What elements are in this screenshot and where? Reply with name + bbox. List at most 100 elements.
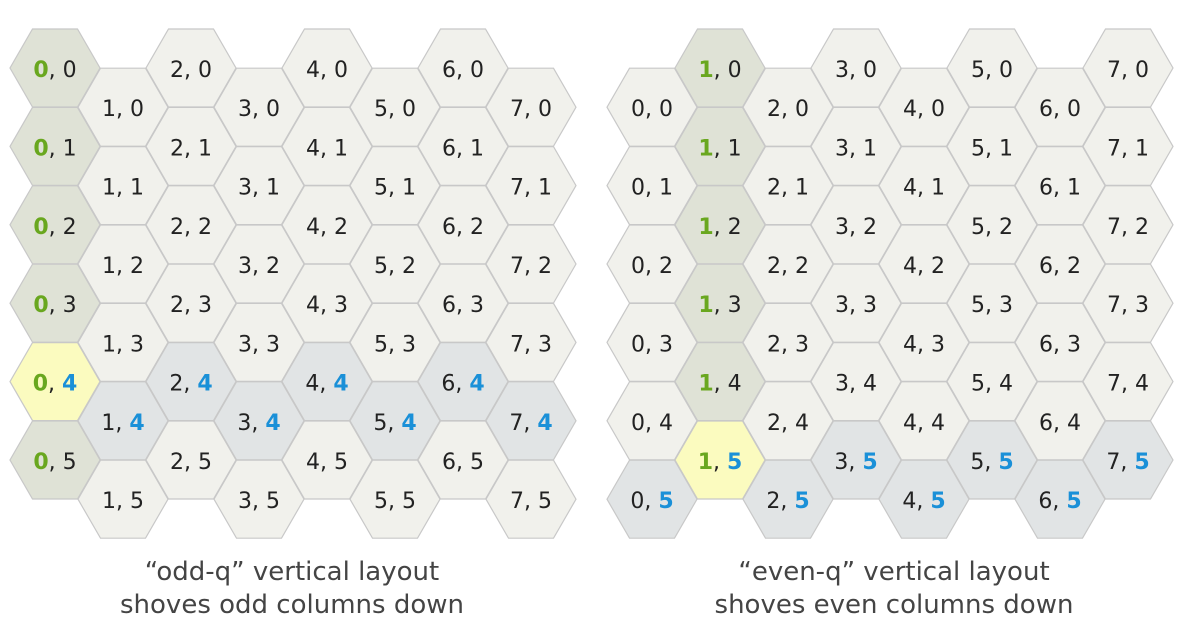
- even-q-grid: 0, 00, 10, 20, 30, 40, 51, 01, 11, 21, 3…: [606, 28, 1174, 539]
- hex-col-coord: 4: [306, 58, 320, 83]
- hex-separator: ,: [1053, 97, 1067, 122]
- hex-row-coord: 2: [863, 215, 877, 240]
- hex-cell-label: 0, 0: [631, 97, 673, 122]
- hex-row-coord: 0: [863, 58, 877, 83]
- hex-row-coord: 5: [402, 489, 416, 514]
- hex-cell-label: 5, 5: [374, 489, 416, 514]
- hex-col-coord: 5: [971, 58, 985, 83]
- hex-separator: ,: [49, 136, 63, 161]
- hex-row-coord: 4: [62, 372, 77, 397]
- hex-separator: ,: [184, 215, 198, 240]
- hex-cell-label: 2, 5: [766, 489, 809, 514]
- hex-row-coord: 2: [63, 215, 77, 240]
- hex-cell: [485, 459, 577, 539]
- hex-col-coord: 7: [510, 254, 524, 279]
- hex-cell-label: 1, 2: [698, 215, 741, 240]
- hex-cell-label: 3, 5: [834, 450, 877, 475]
- hex-cell-label: 1, 3: [102, 332, 144, 357]
- hex-col-coord: 6: [1039, 254, 1053, 279]
- odd-q-caption-line1: “odd-q” vertical layout: [144, 557, 440, 587]
- hex-row-coord: 5: [63, 450, 77, 475]
- hex-row-coord: 0: [334, 58, 348, 83]
- hex-separator: ,: [49, 215, 63, 240]
- hex-row-coord: 2: [402, 254, 416, 279]
- hex-separator: ,: [645, 411, 659, 436]
- hex-separator: ,: [184, 450, 198, 475]
- hex-cell-label: 1, 0: [102, 97, 144, 122]
- hex-separator: ,: [456, 215, 470, 240]
- hex-row-coord: 3: [1135, 293, 1149, 318]
- hex-separator: ,: [48, 372, 62, 397]
- hex-separator: ,: [252, 489, 266, 514]
- hex-col-coord: 4: [903, 97, 917, 122]
- hex-cell-label: 1, 4: [101, 411, 144, 436]
- hex-cell-label: 1, 5: [102, 489, 144, 514]
- hex-col-coord: 0: [33, 136, 48, 161]
- hex-cell-label: 6, 5: [442, 450, 484, 475]
- hex-separator: ,: [456, 293, 470, 318]
- hex-row-coord: 3: [728, 293, 742, 318]
- hex-col-coord: 5: [374, 489, 388, 514]
- hex-cell-label: 3, 2: [835, 215, 877, 240]
- hex-row-coord: 0: [728, 58, 742, 83]
- hex-separator: ,: [1121, 293, 1135, 318]
- hex-cell-label: 4, 3: [306, 293, 348, 318]
- hex-separator: ,: [252, 254, 266, 279]
- hex-cell-label: 4, 5: [902, 489, 945, 514]
- hex-row-coord: 4: [537, 411, 552, 436]
- hex-row-coord: 2: [999, 215, 1013, 240]
- hex-col-coord: 4: [305, 372, 319, 397]
- hex-separator: ,: [644, 489, 658, 514]
- hex-row-coord: 4: [999, 372, 1013, 397]
- hex-cell-label: 2, 2: [170, 215, 212, 240]
- hex-row-coord: 4: [469, 372, 484, 397]
- hex-separator: ,: [984, 450, 998, 475]
- hex-row-coord: 5: [727, 450, 742, 475]
- hex-col-coord: 5: [374, 254, 388, 279]
- hex-col-coord: 1: [698, 215, 713, 240]
- hex-row-coord: 4: [863, 372, 877, 397]
- hex-row-coord: 3: [130, 332, 144, 357]
- hex-separator: ,: [1121, 372, 1135, 397]
- hex-col-coord: 1: [102, 489, 116, 514]
- hex-row-coord: 5: [862, 450, 877, 475]
- hex-row-coord: 1: [1135, 136, 1149, 161]
- hex-row-coord: 2: [659, 254, 673, 279]
- hex-col-coord: 6: [1039, 97, 1053, 122]
- hex-col-coord: 5: [374, 332, 388, 357]
- hex-col-coord: 1: [101, 411, 115, 436]
- hex-separator: ,: [916, 489, 930, 514]
- hex-separator: ,: [848, 450, 862, 475]
- hex-col-coord: 3: [238, 254, 252, 279]
- hex-separator: ,: [1053, 254, 1067, 279]
- hex-col-coord: 5: [373, 411, 387, 436]
- hex-separator: ,: [320, 450, 334, 475]
- hex-row-coord: 0: [1135, 58, 1149, 83]
- hex-col-coord: 2: [170, 136, 184, 161]
- hex-col-coord: 4: [306, 215, 320, 240]
- hex-cell-label: 1, 3: [698, 293, 741, 318]
- hex-cell-label: 7, 2: [1107, 215, 1149, 240]
- hex-separator: ,: [985, 136, 999, 161]
- hex-row-coord: 4: [333, 372, 348, 397]
- hex-separator: ,: [917, 411, 931, 436]
- hex-cell-label: 0, 4: [33, 372, 78, 397]
- hex-row-coord: 2: [931, 254, 945, 279]
- hex-cell-label: 4, 1: [903, 176, 945, 201]
- hex-col-coord: 2: [767, 97, 781, 122]
- hex-cell-label: 4, 2: [903, 254, 945, 279]
- hex-cell-label: 0, 5: [630, 489, 673, 514]
- hex-row-coord: 5: [334, 450, 348, 475]
- hex-cell-label: 2, 4: [169, 372, 212, 397]
- hex-cell-label: 6, 0: [442, 58, 484, 83]
- hex-separator: ,: [524, 97, 538, 122]
- hex-col-coord: 7: [510, 489, 524, 514]
- hex-separator: ,: [387, 411, 401, 436]
- hex-col-coord: 3: [238, 97, 252, 122]
- hex-row-coord: 0: [931, 97, 945, 122]
- hex-row-coord: 4: [1135, 372, 1149, 397]
- hex-cell-label: 6, 4: [441, 372, 484, 397]
- hex-row-coord: 5: [470, 450, 484, 475]
- hex-cell-label: 1, 0: [698, 58, 741, 83]
